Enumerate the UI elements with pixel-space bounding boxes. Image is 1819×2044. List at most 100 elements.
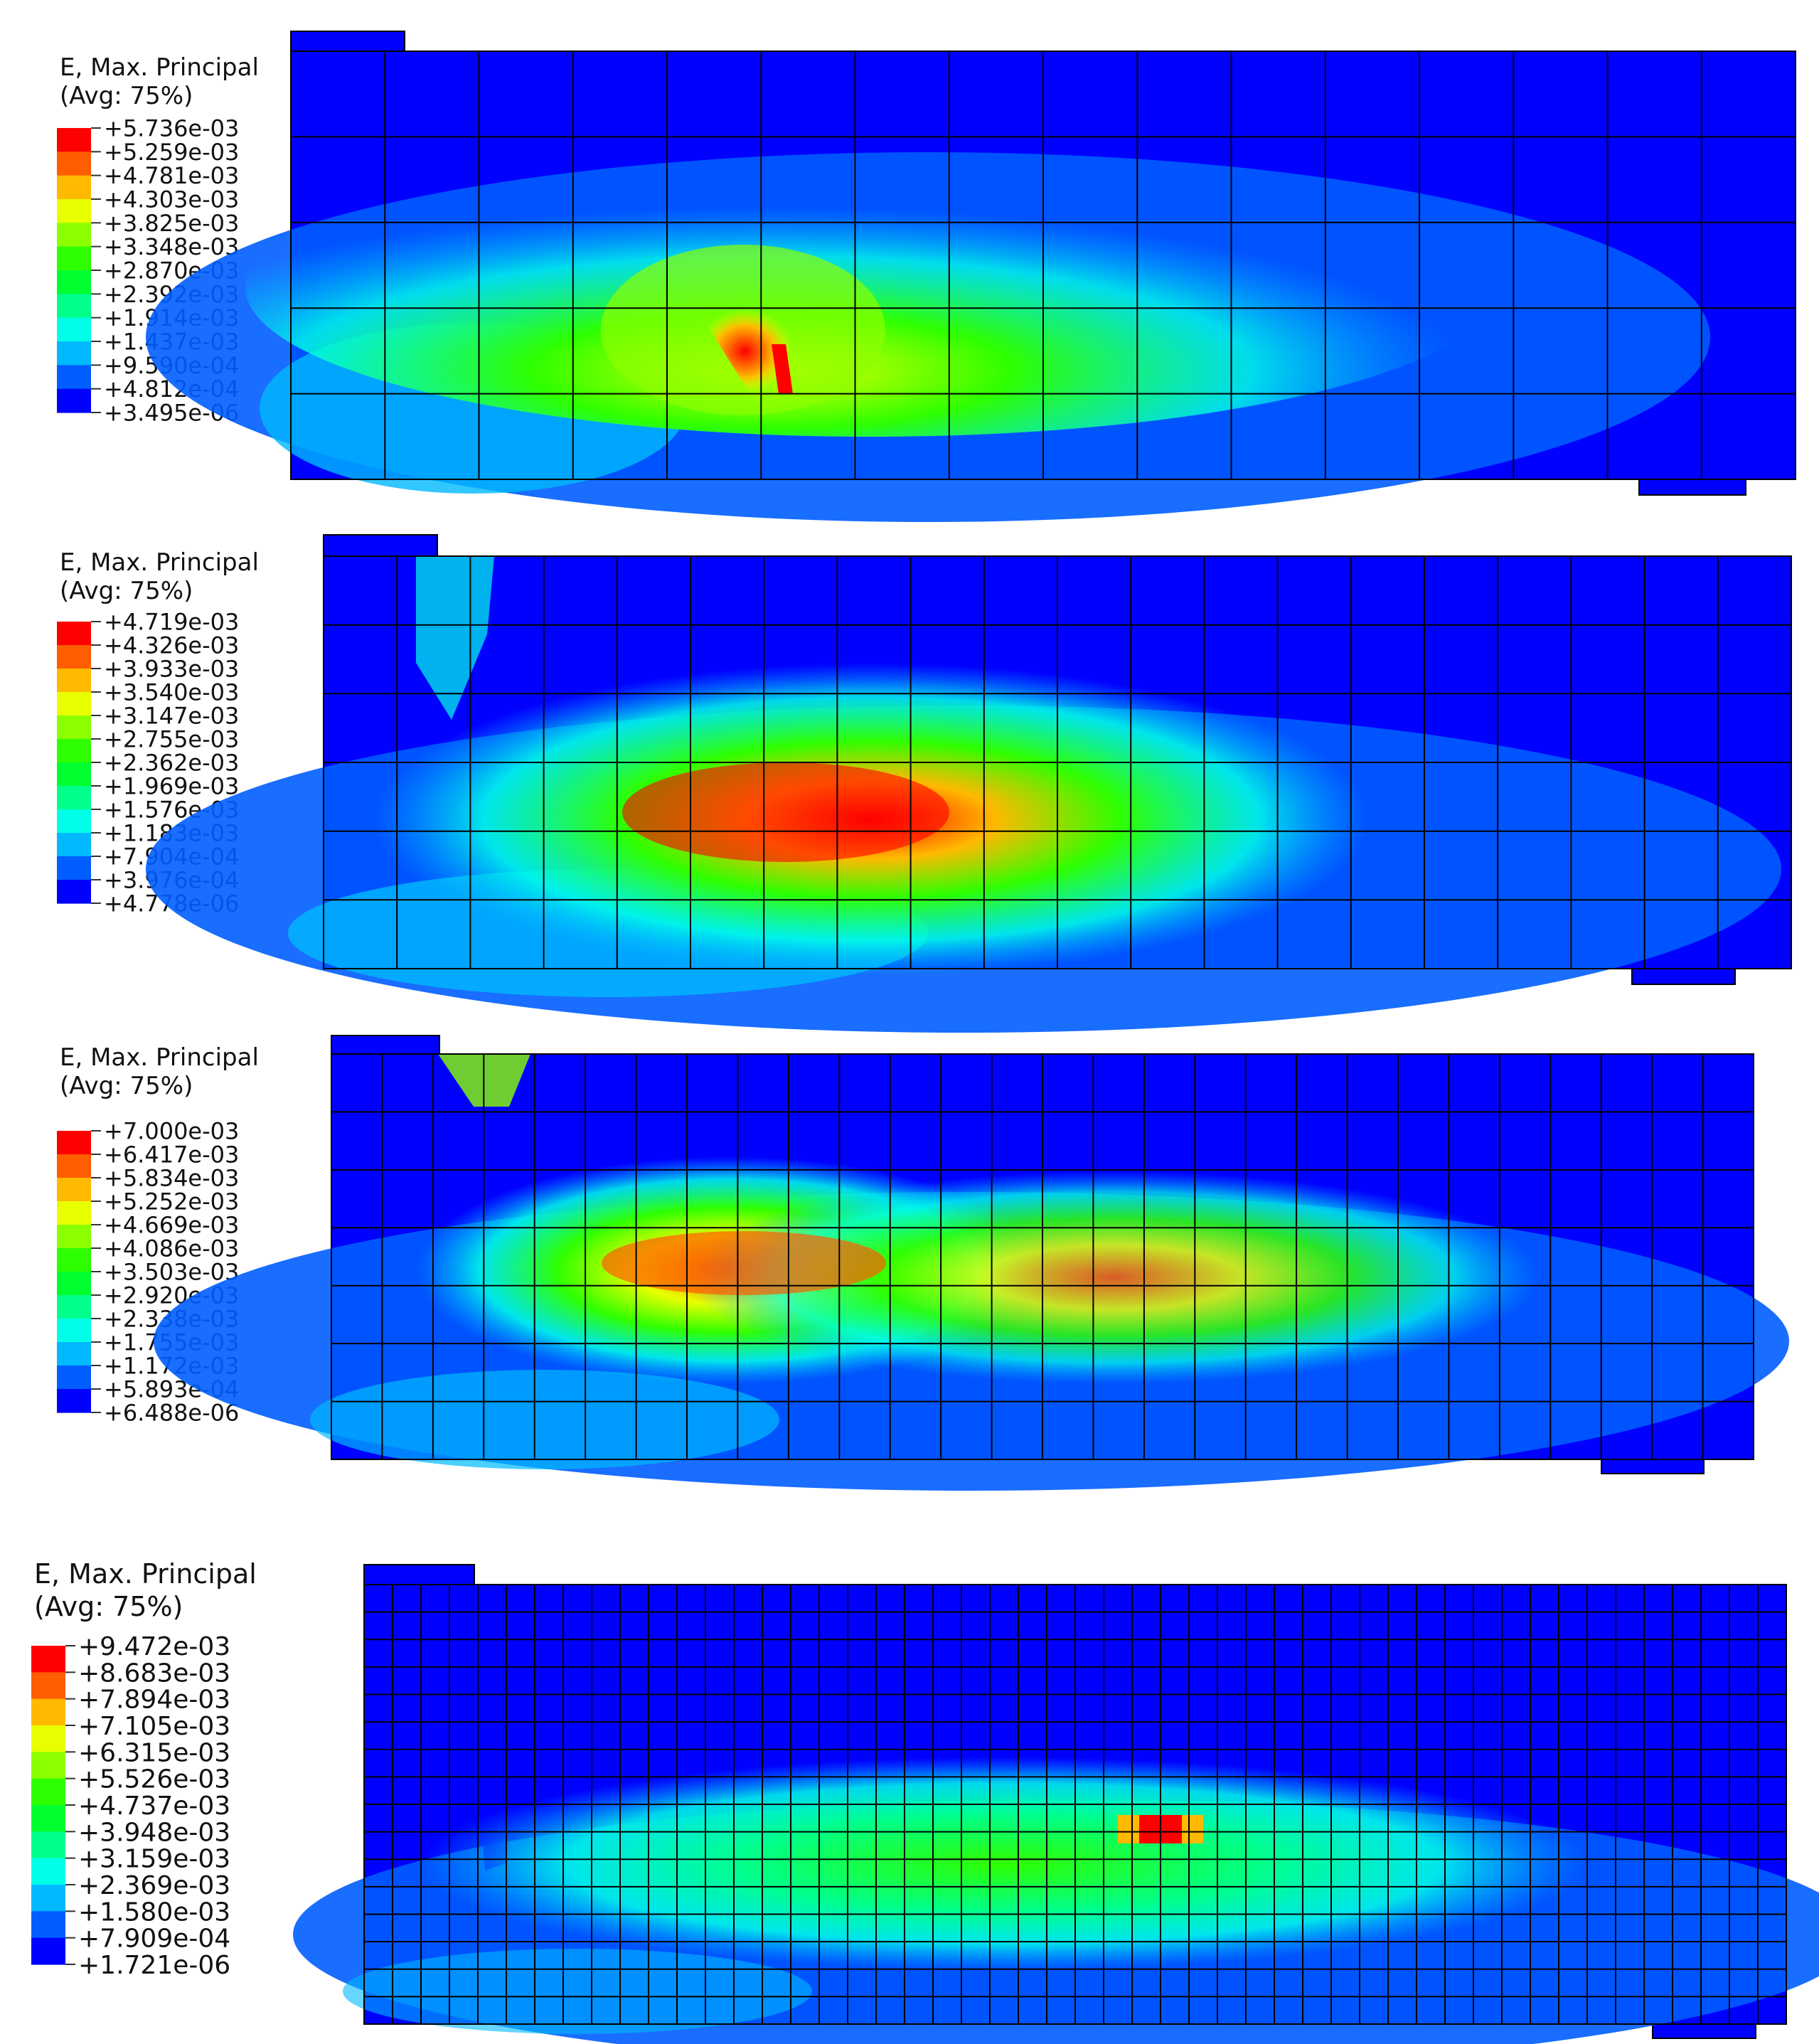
legend-title: E, Max. Principal [60,548,259,577]
legend-value-label: +3.825e-03 [104,210,239,237]
legend-value-label: +4.086e-03 [104,1235,239,1262]
legend-swatch [31,1911,65,1939]
legend-value-label: +7.105e-03 [78,1712,230,1741]
legend-swatch [31,1937,65,1965]
legend-value-label: +3.933e-03 [104,656,239,683]
legend-swatch [31,1698,65,1726]
legend-swatch [57,1178,91,1202]
legend-swatch [57,1248,91,1272]
legend-value-label: +2.362e-03 [104,750,239,777]
legend-swatch [57,341,91,366]
legend-swatch [31,1805,65,1832]
support-plate-top [290,31,405,52]
legend-swatch [57,294,91,319]
strain-contour-plot [154,1035,1789,1491]
support-plate-bottom [1652,2023,1756,2039]
legend-swatch [57,739,91,763]
legend-swatch [31,1752,65,1779]
legend-value-label: +3.147e-03 [104,703,239,730]
legend-value-label: +7.000e-03 [104,1118,239,1145]
legend-swatch [57,1272,91,1296]
legend-swatch [57,692,91,716]
support-plate-top [363,1564,475,1585]
legend-swatch [57,880,91,904]
legend-subtitle: (Avg: 75%) [34,1591,183,1622]
legend-value-label: +6.315e-03 [78,1738,230,1767]
legend-swatch [57,715,91,740]
legend-swatch [57,1342,91,1366]
legend-value-label: +4.669e-03 [104,1212,239,1239]
support-plate-bottom [1631,968,1736,985]
legend-swatch [57,645,91,669]
mesh-grid [323,555,1792,969]
legend-swatch [57,175,91,200]
mesh-grid [290,50,1796,480]
legend-value-label: +5.526e-03 [78,1765,230,1794]
legend-subtitle: (Avg: 75%) [60,82,193,110]
legend-swatch [57,270,91,294]
legend-value-label: +3.540e-03 [104,679,239,706]
legend-swatch [57,1131,91,1155]
legend-swatch [57,128,91,152]
legend-swatch [57,786,91,810]
support-plate-top [331,1035,440,1055]
strain-contour-plot [146,534,1792,1033]
legend-swatch [31,1672,65,1700]
legend-value-label: +6.488e-06 [104,1400,239,1427]
legend-swatch [31,1858,65,1885]
legend-value-label: +3.159e-03 [78,1845,230,1874]
legend-value-label: +4.719e-03 [104,609,239,636]
legend-value-label: +5.259e-03 [104,139,239,166]
legend-subtitle: (Avg: 75%) [60,577,193,605]
legend-swatch [57,1154,91,1178]
legend-swatch [57,1389,91,1413]
legend-swatch [31,1831,65,1859]
legend-swatch [31,1885,65,1912]
legend-swatch [57,762,91,787]
legend-swatch [57,622,91,646]
legend-swatch [57,1319,91,1343]
legend-value-label: +5.252e-03 [104,1188,239,1215]
legend-value-label: +7.894e-03 [78,1686,230,1715]
legend-swatch [31,1646,65,1673]
legend-swatch [31,1725,65,1752]
legend-swatch [57,856,91,880]
legend-swatch [57,1366,91,1390]
legend-swatch [57,388,91,413]
legend-swatch [57,317,91,342]
legend-swatch [57,809,91,834]
legend-value-label: +1.580e-03 [78,1897,230,1927]
legend-title: E, Max. Principal [34,1558,257,1590]
legend-swatch [57,1201,91,1225]
legend-swatch [57,151,91,176]
legend-value-label: +1.969e-03 [104,773,239,800]
legend-value-label: +1.721e-06 [78,1951,230,1980]
legend-value-label: +5.736e-03 [104,115,239,142]
legend-value-label: +7.909e-04 [78,1925,230,1954]
legend-swatch [57,1295,91,1319]
legend-value-label: +4.303e-03 [104,186,239,213]
legend-colorbar: +9.472e-03+8.683e-03+7.894e-03+7.105e-03… [31,1632,230,1980]
legend-value-label: +3.948e-03 [78,1818,230,1847]
legend-value-label: +8.683e-03 [78,1659,230,1688]
legend-value-label: +3.348e-03 [104,233,239,260]
legend-swatch [57,365,91,390]
legend-value-label: +2.755e-03 [104,726,239,753]
legend-title: E, Max. Principal [60,1043,259,1072]
mesh-grid [363,1584,1787,2025]
legend-swatch [57,669,91,693]
legend-value-label: +4.326e-03 [104,632,239,659]
legend-value-label: +9.472e-03 [78,1632,230,1661]
legend-swatch [57,246,91,271]
support-plate-bottom [1638,479,1746,496]
legend-value-label: +4.781e-03 [104,162,239,189]
legend-swatch [57,1225,91,1249]
legend-title: E, Max. Principal [60,53,259,82]
legend-swatch [31,1778,65,1806]
legend-value-label: +2.369e-03 [78,1871,230,1900]
strain-contour-plot [146,31,1796,522]
legend-subtitle: (Avg: 75%) [60,1072,193,1100]
legend-swatch [57,199,91,223]
strain-contour-plot [293,1564,1819,2044]
legend-swatch [57,223,91,247]
